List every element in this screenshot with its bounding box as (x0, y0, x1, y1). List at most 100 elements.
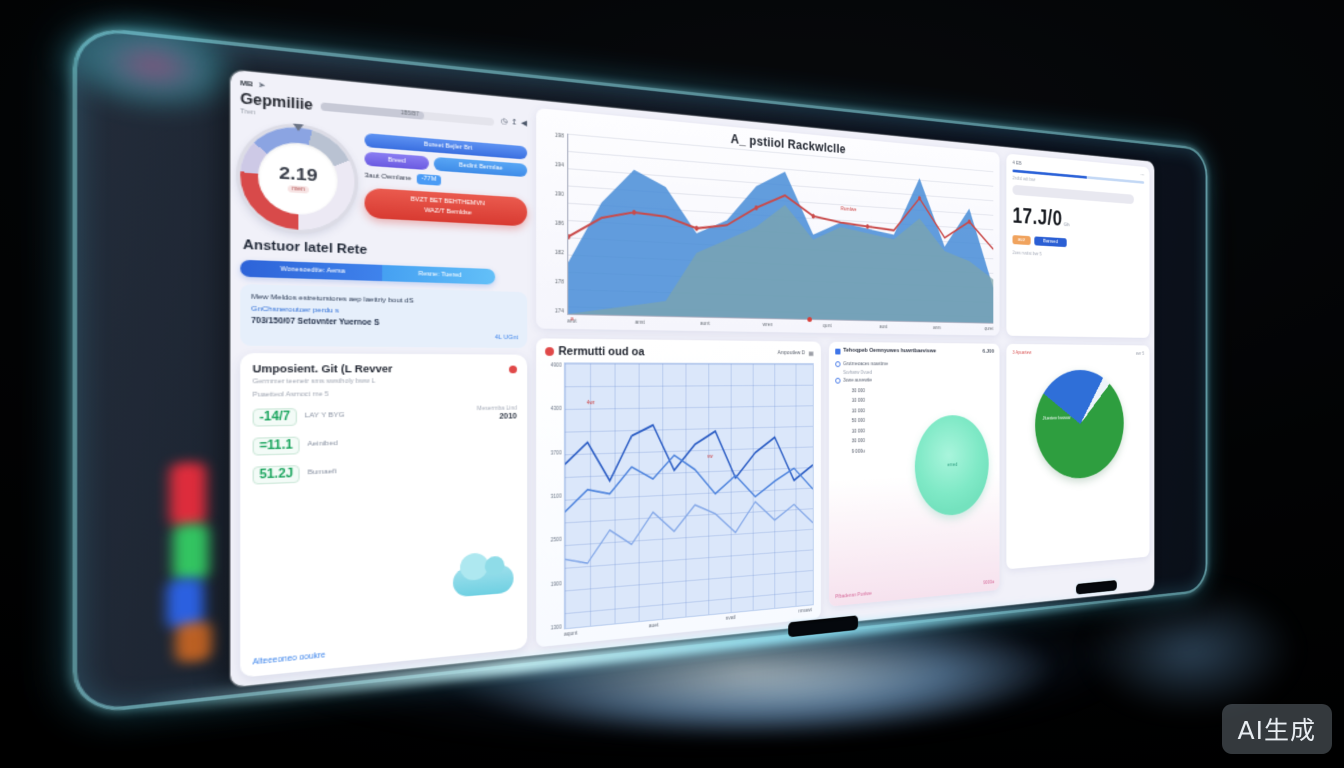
section-title: Anstuor latel Rete (242, 238, 368, 258)
pie-slice-label: Jfuestew bwowar (1042, 415, 1071, 422)
alert-action-button[interactable]: BVZT BET BEHTHEMVN WAZ/T Bemldse (364, 187, 528, 227)
gauge-pointer-icon (293, 123, 304, 132)
trend-annotation: vw (707, 453, 713, 460)
primary-chip[interactable]: Bansed (1034, 236, 1067, 248)
segment-left[interactable]: Wonesoedtte: Aersa (240, 259, 383, 282)
score-unit: Gh (1063, 222, 1070, 229)
info-link[interactable]: 4L UGnt (494, 334, 519, 341)
gauge-section: 2.19 men Bureet Bejler Brt Breed Bedint … (240, 122, 528, 241)
axis-marker-dot (807, 316, 813, 322)
stat-right: Meserrnba Lind 2010 (477, 406, 517, 422)
window-label: MB (240, 79, 254, 89)
score-mini-label: 4 EB (1012, 160, 1022, 167)
pie-chart: Jfuestew bwowar (1035, 370, 1124, 481)
x-tick-label: nmawt (798, 607, 812, 615)
y-tick-label: 174 (554, 308, 564, 315)
secondary-pill-b[interactable]: Bedint Bermlae (433, 156, 528, 178)
sidebar: MB ➤ Gepmiliie Tren 1B5/B7 (240, 79, 528, 678)
radio-label-2: 3uwe auvewtie (843, 377, 872, 384)
trend-lines-card: Rermutti oud oa Ampoutlew D ▦ 4900 4300 37… (536, 338, 821, 648)
pie-card: 3 Apuartew awr 5 Jfuestew bwowar (1006, 343, 1150, 570)
ai-watermark-text: AI生成 (1237, 716, 1316, 745)
radio-icon (835, 361, 841, 367)
more-icon[interactable]: ⋯ (1140, 172, 1145, 178)
stat-right-label: Meserrnba Lind (476, 405, 517, 413)
distribution-footer: Pfbadensn Punlwe (835, 590, 872, 601)
y-tick-label: 182 (554, 249, 564, 257)
distribution-title: Tehoqpeb Oemnyuwes huwrtbaeviswe (843, 347, 937, 355)
main-chart-svg (568, 149, 994, 323)
red-marker (754, 205, 758, 211)
trend-svg (565, 364, 813, 629)
teal-area-series (568, 190, 994, 323)
stat-label: Bumaefi (307, 468, 337, 478)
report-subtitle-1: Gerrnmer teenetr sms swstholy bww L (252, 378, 376, 387)
speaker-icon[interactable]: ◀ (521, 119, 528, 128)
value-tick-label: 30 000 (851, 388, 865, 394)
distribution-footer-value: 9000a (983, 579, 995, 586)
meta-chip[interactable]: -77M (416, 173, 442, 186)
stat-row: =11.1 Aeinibed (252, 431, 517, 456)
origin-marker: a (570, 316, 574, 323)
quick-actions: Bureet Bejler Brt Breed Bedint Bermlae 3… (364, 133, 528, 241)
distribution-value: 6.J00 (982, 349, 995, 355)
stat-value: =11.1 (252, 436, 300, 456)
y-tick-label: 198 (554, 132, 564, 140)
score-footer-note: 2ues rvstist bwr 5 (1012, 250, 1042, 258)
report-title: Umposient. Git (L Revver (252, 363, 393, 376)
x-tick-label: auet (648, 622, 659, 630)
edge-streak-orange (175, 620, 213, 664)
edge-streak-green (172, 523, 210, 582)
title-block: Gepmiliie Tren (240, 90, 313, 122)
y-tick-label: 1300 (550, 624, 562, 631)
trend-title: Rermutti oud oa (558, 345, 645, 359)
x-tick-label: aqunt (563, 630, 578, 639)
dashboard-screen: MB ➤ Gepmiliie Tren 1B5/B7 (230, 69, 1155, 688)
value-tick-label: 10 000 (851, 408, 865, 415)
bubble-label: emed (947, 462, 958, 469)
status-dot-red (545, 347, 554, 356)
y-tick-label: 3700 (550, 449, 562, 456)
secondary-pill-a[interactable]: Breed (364, 151, 429, 171)
value-tick-label: 9 000u (851, 448, 865, 455)
value-tick-label: 10 000 (851, 398, 865, 405)
trend-line-3 (565, 499, 813, 565)
edge-streak-red (169, 461, 207, 528)
report-card: Umposient. Git (L Revver Gerrnmer teenet… (240, 353, 528, 678)
segment-right[interactable]: Resne: Tuered (382, 264, 496, 285)
stat-label: Aeinibed (307, 440, 338, 449)
trend-line-2 (565, 451, 813, 512)
grid-icon[interactable]: ▦ (808, 350, 814, 357)
value-tick-label: 10 000 (851, 428, 865, 435)
topbar-icons: ◷ ↥ ◀ (501, 117, 528, 128)
y-tick-label: 3100 (550, 493, 562, 500)
clock-icon[interactable]: ◷ (500, 117, 508, 127)
x-tick-label: svatl (725, 614, 736, 622)
x-tick-label: wren (762, 321, 773, 329)
red-marker (694, 225, 699, 232)
trend-filter[interactable]: Ampoutlew D (777, 350, 805, 357)
x-tick-label: anst (634, 319, 645, 326)
x-tick-label: anm (932, 325, 941, 332)
meta-label: 3aut Oemlane (364, 171, 412, 183)
stat-value: 51.2J (252, 464, 300, 485)
upload-icon[interactable]: ↥ (510, 118, 518, 127)
forward-arrow-icon[interactable]: ➤ (258, 82, 266, 91)
radio-option-2[interactable]: 3uwe auvewtie (835, 377, 994, 384)
stat-row: 51.2J Bumaefi (252, 458, 517, 485)
value-tick-list: 30 000 10 000 10 000 50 000 10 000 30 000 9 00… (835, 388, 865, 455)
radio-option-1[interactable]: Grutmeoaces noavttme (835, 361, 994, 367)
score-value: 17.J/0 (1012, 203, 1063, 231)
radio-label-1: Grutmeoaces noavttme (843, 361, 889, 367)
y-tick-label: 2500 (550, 536, 562, 544)
value-tick-label: 30 000 (851, 438, 865, 445)
warning-chip[interactable]: auz (1012, 235, 1031, 246)
stat-list: -14/7 LAY Y BYG Meserrnba Lind 2010 =11.1 Aei… (252, 405, 517, 485)
trend-plot: 4wr vw (563, 362, 814, 630)
y-tick-label: 194 (554, 161, 564, 169)
report-footer-link[interactable]: Alteeeoneo ooukre (252, 651, 326, 667)
red-marker (811, 213, 815, 219)
stat-label: LAY Y BYG (304, 412, 345, 421)
main-chart-y-axis: 198 194 190 186 182 178 174 (545, 132, 567, 315)
